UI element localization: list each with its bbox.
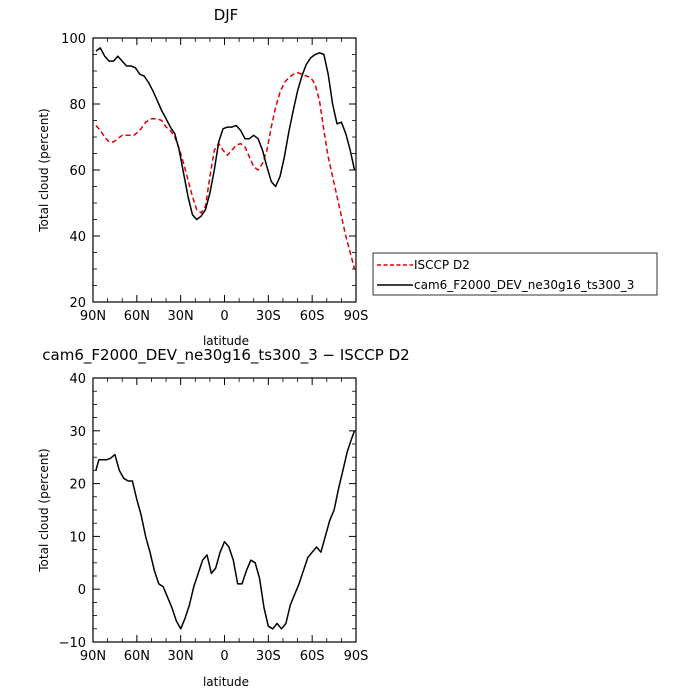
top-xtick-label: 30S (256, 309, 281, 324)
bottom-panel: cam6_F2000_DEV_ne30g16_ts300_3 − ISCCP D… (37, 346, 410, 689)
bottom-xtick-label: 60S (300, 649, 325, 664)
legend-box (372, 252, 658, 296)
top-ytick-label: 40 (69, 230, 86, 245)
bottom-xtick-label: 60N (124, 649, 150, 664)
bottom-xtick-label: 30S (256, 649, 281, 664)
top-panel-ylabel: Total cloud (percent) (37, 108, 51, 232)
top-ytick-label: 20 (69, 296, 86, 311)
bottom-ytick-label: 30 (69, 425, 86, 440)
bottom-xtick-label: 90S (344, 649, 369, 664)
bottom-ytick-label: −10 (59, 636, 86, 651)
bottom-panel-ylabel: Total cloud (percent) (37, 448, 51, 572)
top-panel-title: DJF (214, 6, 239, 24)
legend-label-cam6: cam6_F2000_DEV_ne30g16_ts300_3 (414, 278, 634, 292)
top-series-line-1 (95, 47, 356, 221)
top-panel-frame (92, 37, 357, 303)
top-ytick-label: 60 (69, 164, 86, 179)
bottom-ytick-label: 0 (78, 583, 86, 598)
bottom-panel-frame (92, 377, 357, 643)
bottom-ytick-label: 20 (69, 478, 86, 493)
top-xtick-label: 90N (80, 309, 106, 324)
top-xtick-label: 90S (344, 309, 369, 324)
legend: ISCCP D2 cam6_F2000_DEV_ne30g16_ts300_3 (372, 252, 658, 296)
top-panel-xlabel: latitude (203, 334, 249, 348)
bottom-ytick-label: 40 (69, 372, 86, 387)
top-panel: DJF 90N 60N 30N 0 30S 60S 90S 20 40 60 80 100 latit… (37, 6, 368, 348)
top-xtick-label: 30N (168, 309, 194, 324)
bottom-xtick-label: 0 (220, 649, 228, 664)
top-series-line-0 (95, 71, 356, 270)
bottom-ytick-label: 10 (69, 530, 86, 545)
bottom-series-line-0 (95, 430, 356, 630)
top-xtick-label: 0 (220, 309, 228, 324)
top-ytick-label: 80 (69, 98, 86, 113)
bottom-xtick-label: 30N (168, 649, 194, 664)
bottom-panel-title: cam6_F2000_DEV_ne30g16_ts300_3 − ISCCP D… (42, 346, 409, 365)
bottom-panel-xlabel: latitude (203, 675, 249, 689)
top-xtick-label: 60S (300, 309, 325, 324)
top-ytick-label: 100 (61, 32, 86, 47)
top-xtick-label: 60N (124, 309, 150, 324)
legend-label-isccp: ISCCP D2 (414, 258, 470, 272)
bottom-xtick-label: 90N (80, 649, 106, 664)
